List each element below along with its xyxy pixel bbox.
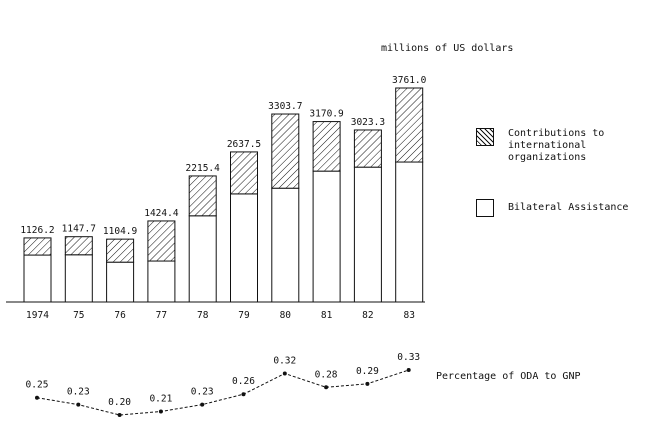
bar-contributions [395,87,424,163]
bar-contributions [106,238,135,263]
bar-total-label: 1104.9 [103,226,138,237]
bar-group: 1126.2 1147.7 1104.9 1424.4 2215.4 2637.5 3303… [20,75,427,303]
bar-contributions [230,151,258,195]
oda-gnp-point [35,395,39,400]
oda-gnp-point [365,381,370,386]
x-tick-label: 82 [362,310,373,321]
oda-gnp-point [282,371,287,376]
oda-gnp-point [158,409,163,414]
oda-gnp-value-label: 0.32 [273,355,296,366]
bar-bilateral [271,187,300,303]
bar-total-label: 2215.4 [186,163,221,174]
bar-total-label: 3023.3 [351,117,385,128]
bar-contributions [23,237,52,256]
oda-gnp-point [117,413,122,417]
oda-gnp-value-label: 0.29 [356,366,379,377]
oda-gnp-value-label: 0.20 [108,397,131,408]
legend-item-contributions: Contributions to international organizat… [476,128,604,164]
bar-bilateral [230,193,258,303]
x-tick-label: 78 [197,310,209,321]
oda-gnp-point [200,402,205,407]
oda-gnp-value-label: 0.21 [149,394,172,405]
oda-gnp-value-label: 0.26 [232,376,255,387]
bar-total-label: 3761.0 [392,75,427,86]
x-tick-label: 79 [238,310,250,321]
bar-bilateral [64,254,93,303]
bar-contributions [147,220,176,262]
x-tick-label: 75 [73,310,84,321]
x-tick-label: 80 [280,310,292,321]
bar-bilateral [395,161,424,303]
oda-gnp-point [241,392,246,397]
legend-label-contributions: Contributions to international organizat… [508,128,605,163]
bar-bilateral [353,166,382,303]
oda-gnp-point [76,402,81,407]
bar-total-label: 1147.7 [62,224,96,235]
bar-bilateral [23,254,52,303]
legend-item-bilateral: Bilateral Assistance [476,199,628,217]
plain-swatch-icon [476,199,494,217]
oda-gnp-line [36,369,409,416]
x-tick-label: 77 [156,310,167,321]
x-tick-label: 1974 [26,310,49,321]
units-label: millions of US dollars [381,43,514,54]
oda-gnp-value-label: 0.23 [67,387,90,398]
x-tick-label: 81 [321,310,333,321]
oda-gnp-point [406,368,411,372]
bar-contributions [64,236,93,256]
bar-bilateral [188,215,217,303]
oda-gnp-line-chart: 0.25 0.23 0.20 0.21 0.23 0.26 0.32 0.28 0.29 0.33 [26,352,420,417]
oda-gnp-point [324,385,329,390]
oda-gnp-label: Percentage of ODA to GNP [436,371,581,382]
bar-bilateral [312,170,341,303]
bar-total-label: 1424.4 [144,208,179,219]
bar-total-label: 3303.7 [268,101,302,112]
x-tick-labels: 1974 75 76 77 78 79 80 81 82 83 [26,310,415,321]
bar-contributions [188,175,217,217]
legend-label-bilateral: Bilateral Assistance [508,202,629,213]
bar-contributions [271,113,300,189]
bar-total-label: 1126.2 [20,225,54,236]
oda-gnp-value-label: 0.28 [315,369,338,380]
bar-bilateral [106,261,135,303]
oda-gnp-value-label: 0.33 [397,352,420,363]
bar-contributions [353,129,382,168]
bar-bilateral [147,260,176,303]
oda-gnp-value-label: 0.23 [191,387,214,398]
bar-contributions [312,121,341,172]
bar-total-label: 2637.5 [227,139,261,150]
oda-gnp-value-label: 0.25 [26,380,49,391]
x-tick-label: 76 [114,310,126,321]
hatched-swatch-icon [476,128,494,146]
bar-total-label: 3170.9 [309,109,344,120]
x-tick-label: 83 [403,310,414,321]
